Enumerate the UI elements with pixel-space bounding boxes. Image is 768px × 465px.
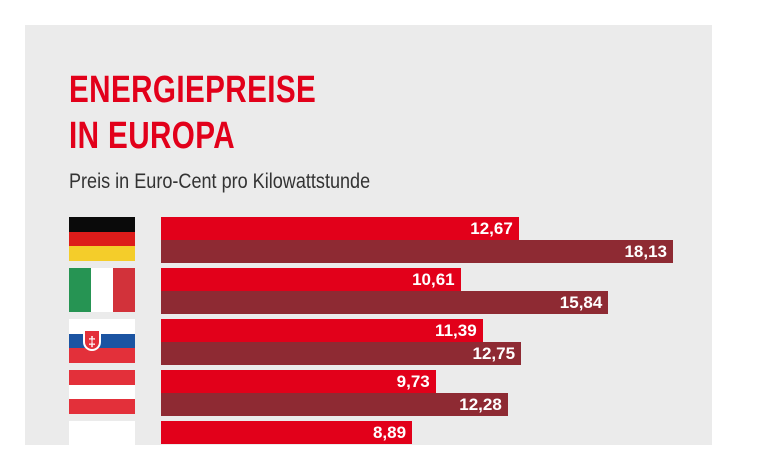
flag-stripe bbox=[69, 246, 135, 261]
flag-stripe bbox=[113, 268, 135, 312]
bar-series-2: 12,75 bbox=[161, 341, 522, 365]
bar-chart: 12,67 18,13 10,61 15,84 ‡ 11,39 12,75 9,73 12,28… bbox=[69, 217, 673, 444]
bar-value-label: 9,73 bbox=[396, 372, 430, 391]
flag-stripe bbox=[69, 268, 91, 312]
title-line-2: IN EUROPA bbox=[69, 115, 236, 157]
coat-of-arms-icon: ‡ bbox=[83, 329, 101, 351]
austria-flag-icon bbox=[69, 370, 135, 414]
flag-stripe bbox=[69, 231, 135, 247]
bar-series-1: 12,67 bbox=[161, 217, 519, 240]
italy-flag-icon bbox=[69, 268, 135, 312]
flag-stripe bbox=[69, 421, 135, 436]
partial-flag-icon bbox=[69, 421, 135, 465]
germany-flag-icon bbox=[69, 217, 135, 261]
bar-value-label: 15,84 bbox=[559, 292, 603, 312]
bar-value-label: 12,75 bbox=[472, 343, 516, 363]
bar-series-1: 8,89 bbox=[161, 421, 413, 444]
bar-series-2: 18,13 bbox=[161, 239, 673, 263]
bar-series-1: 11,39 bbox=[161, 319, 483, 342]
title-line-1: ENERGIEPREISE bbox=[69, 69, 317, 111]
bar-value-label: 11,39 bbox=[435, 321, 477, 340]
flag-stripe bbox=[69, 348, 135, 363]
flag-stripe bbox=[69, 333, 135, 349]
bar-value-label: 18,13 bbox=[624, 241, 667, 261]
bar-value-label: 10,61 bbox=[412, 270, 455, 289]
flag-stripe bbox=[91, 268, 113, 312]
flag-stripe bbox=[69, 450, 135, 465]
flag-stripe bbox=[69, 384, 135, 400]
bar-series-1: 9,73 bbox=[161, 370, 436, 393]
flag-stripe bbox=[69, 370, 135, 385]
flag-stripe bbox=[69, 319, 135, 334]
bar-series-1: 10,61 bbox=[161, 268, 461, 291]
flag-stripe bbox=[69, 435, 135, 451]
bar-value-label: 12,28 bbox=[459, 394, 502, 414]
bar-series-2: 15,84 bbox=[161, 290, 609, 314]
flag-stripe bbox=[69, 217, 135, 232]
bar-value-label: 12,67 bbox=[470, 219, 513, 238]
bar-value-label: 8,89 bbox=[372, 423, 407, 442]
slovakia-flag-icon: ‡ bbox=[69, 319, 135, 363]
bar-series-2: 12,28 bbox=[161, 392, 508, 416]
subtitle: Preis in Euro-Cent pro Kilowattstunde bbox=[69, 170, 371, 193]
flag-stripe bbox=[69, 399, 135, 414]
